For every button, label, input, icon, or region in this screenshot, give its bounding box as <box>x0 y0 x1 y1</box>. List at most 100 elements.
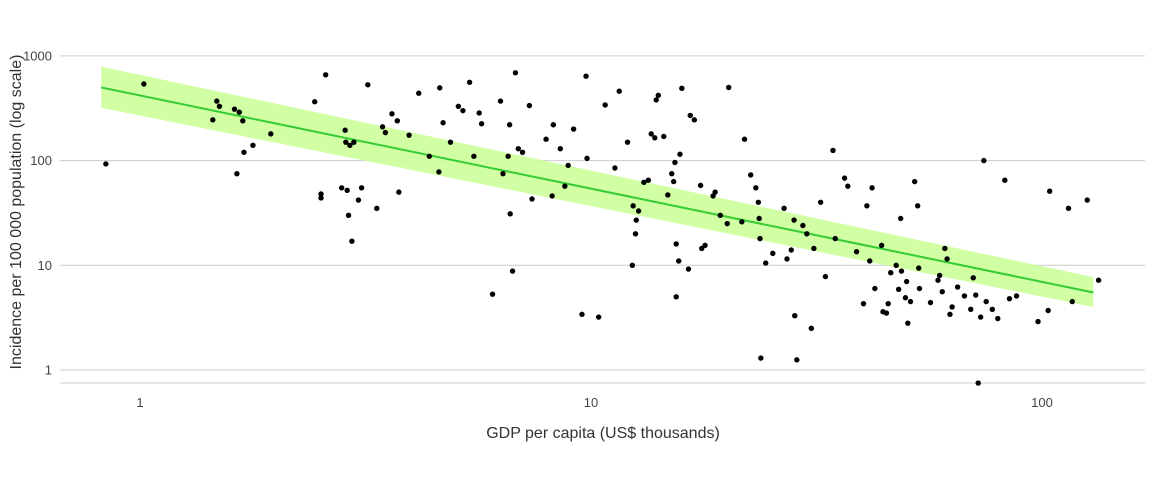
data-point <box>471 153 477 159</box>
data-point <box>406 132 412 138</box>
confidence-band <box>101 66 1094 307</box>
y-tick-labels: 1 10 100 1000 <box>23 48 52 377</box>
data-point <box>916 265 922 271</box>
data-point <box>216 103 223 110</box>
data-point <box>968 306 974 312</box>
data-point <box>358 185 365 191</box>
data-point <box>811 245 817 252</box>
data-point <box>1006 295 1013 302</box>
data-point <box>788 247 794 253</box>
data-point <box>679 85 685 92</box>
data-point <box>947 311 953 318</box>
data-point <box>210 117 216 123</box>
data-point <box>583 73 589 79</box>
x-tick-label-100: 100 <box>1031 395 1053 410</box>
data-point <box>437 85 443 91</box>
data-point <box>633 217 639 223</box>
data-point <box>895 286 902 292</box>
data-point <box>939 288 945 295</box>
data-point <box>975 380 981 386</box>
data-point <box>756 215 762 222</box>
data-point <box>697 182 704 189</box>
data-point <box>506 122 513 128</box>
data-point <box>318 195 324 201</box>
data-point <box>1046 188 1053 194</box>
data-point <box>460 107 466 114</box>
data-point <box>519 149 526 156</box>
data-point <box>1002 177 1008 183</box>
data-point <box>595 314 602 320</box>
data-point <box>724 220 730 227</box>
data-point <box>800 222 806 229</box>
data-point <box>579 311 585 318</box>
data-point <box>236 109 242 115</box>
data-point <box>748 172 754 178</box>
data-point <box>512 70 519 76</box>
data-point <box>832 235 838 242</box>
data-point <box>612 165 618 171</box>
data-point <box>602 102 608 108</box>
data-point <box>653 97 659 103</box>
data-point <box>1045 307 1051 314</box>
y-tick-label-1: 1 <box>45 363 52 378</box>
fit-line <box>100 86 1094 294</box>
data-point <box>989 306 996 312</box>
data-point <box>500 170 506 177</box>
data-point <box>702 242 708 249</box>
data-point <box>914 203 921 209</box>
data-point <box>648 131 654 137</box>
data-point <box>763 260 769 266</box>
data-point <box>250 142 256 149</box>
x-tick-label-1: 1 <box>136 395 143 410</box>
data-point <box>661 133 667 140</box>
data-point <box>497 98 504 104</box>
data-point <box>466 79 473 85</box>
data-point <box>103 161 109 167</box>
data-point <box>1084 197 1090 203</box>
data-point <box>935 277 941 283</box>
data-point <box>673 294 679 300</box>
data-point <box>830 147 836 154</box>
data-point <box>374 205 380 212</box>
data-point <box>670 178 677 185</box>
data-point <box>898 268 905 274</box>
data-point <box>509 268 516 274</box>
data-point <box>872 285 878 292</box>
data-point <box>961 293 968 299</box>
data-point <box>345 212 352 219</box>
data-point <box>645 177 652 183</box>
data-point <box>141 81 147 87</box>
data-point <box>240 118 246 124</box>
data-point <box>691 117 698 123</box>
confidence-band-layer <box>101 66 1094 307</box>
data-point <box>394 118 401 124</box>
data-point <box>983 298 989 305</box>
data-point <box>685 266 692 272</box>
data-point <box>396 189 402 195</box>
y-tick-label-1000: 1000 <box>23 48 52 63</box>
data-point <box>949 304 955 310</box>
data-point <box>342 127 348 133</box>
data-point <box>669 170 675 177</box>
data-point <box>231 106 238 112</box>
data-point <box>867 258 873 264</box>
data-point <box>781 205 787 212</box>
data-point <box>234 170 240 177</box>
data-point <box>351 139 357 145</box>
data-point <box>312 99 318 105</box>
data-points <box>103 70 1102 386</box>
data-point <box>981 157 987 164</box>
data-point <box>338 185 345 191</box>
data-point <box>632 231 639 237</box>
data-point <box>883 310 890 316</box>
data-point <box>426 153 433 159</box>
data-point <box>629 262 636 268</box>
data-point <box>757 235 763 242</box>
data-point <box>893 262 899 268</box>
y-tick-label-10: 10 <box>38 258 52 273</box>
data-point <box>343 139 349 145</box>
data-point <box>489 291 496 297</box>
data-point <box>907 298 914 305</box>
data-point <box>214 98 220 104</box>
